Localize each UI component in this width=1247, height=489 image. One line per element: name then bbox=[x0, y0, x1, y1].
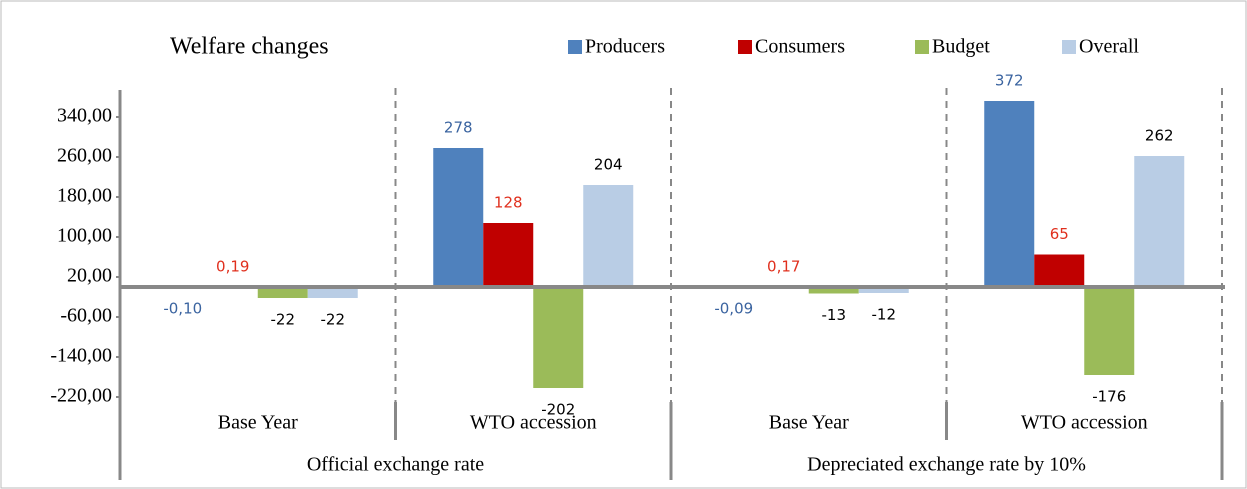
bar bbox=[858, 287, 909, 293]
legend-label: Overall bbox=[1079, 36, 1139, 58]
data-label: -0,09 bbox=[714, 300, 753, 318]
legend-label: Consumers bbox=[755, 36, 845, 58]
bar bbox=[483, 223, 534, 287]
y-tick-label: 20,00 bbox=[67, 265, 112, 287]
y-tick-label: 340,00 bbox=[57, 105, 112, 127]
y-tick-label: -60,00 bbox=[60, 305, 112, 327]
bar bbox=[533, 287, 584, 388]
data-label: 0,19 bbox=[216, 257, 249, 275]
legend-swatch bbox=[568, 40, 582, 54]
data-label: 128 bbox=[494, 194, 523, 212]
y-tick-label: -140,00 bbox=[50, 345, 112, 367]
chart-title: Welfare changes bbox=[170, 34, 329, 60]
bar bbox=[433, 148, 484, 287]
bar bbox=[1034, 254, 1085, 287]
bar bbox=[307, 287, 358, 298]
y-tick-label: 260,00 bbox=[57, 145, 112, 167]
data-label: -22 bbox=[321, 311, 346, 329]
bar bbox=[808, 287, 859, 294]
bar bbox=[984, 101, 1035, 287]
data-label: -13 bbox=[822, 306, 847, 324]
legend-label: Budget bbox=[932, 36, 990, 58]
data-label: -12 bbox=[872, 306, 897, 324]
group-label: Depreciated exchange rate by 10% bbox=[807, 454, 1086, 476]
data-label: 204 bbox=[594, 156, 623, 174]
data-label: -176 bbox=[1092, 388, 1126, 406]
legend-swatch bbox=[738, 40, 752, 54]
bar bbox=[583, 185, 634, 287]
x-tick-label: WTO accession bbox=[1021, 412, 1148, 434]
data-label: -202 bbox=[541, 401, 575, 419]
bar bbox=[257, 287, 308, 298]
data-label: 262 bbox=[1145, 127, 1174, 145]
y-tick-label: -220,00 bbox=[50, 385, 112, 407]
y-tick-label: 180,00 bbox=[57, 185, 112, 207]
data-label: -0,10 bbox=[163, 300, 202, 318]
data-label: 372 bbox=[995, 72, 1024, 90]
data-label: 0,17 bbox=[767, 257, 800, 275]
legend-swatch bbox=[1062, 40, 1076, 54]
x-tick-label: WTO accession bbox=[470, 412, 597, 434]
bar bbox=[1134, 156, 1185, 287]
y-tick-label: 100,00 bbox=[57, 225, 112, 247]
data-label: 65 bbox=[1050, 225, 1069, 243]
legend-label: Producers bbox=[585, 36, 665, 58]
group-label: Official exchange rate bbox=[307, 454, 484, 476]
data-label: 278 bbox=[444, 119, 473, 137]
bar bbox=[1084, 287, 1135, 375]
data-label: -22 bbox=[271, 311, 296, 329]
x-tick-label: Base Year bbox=[218, 412, 298, 434]
x-tick-label: Base Year bbox=[769, 412, 849, 434]
legend-swatch bbox=[915, 40, 929, 54]
